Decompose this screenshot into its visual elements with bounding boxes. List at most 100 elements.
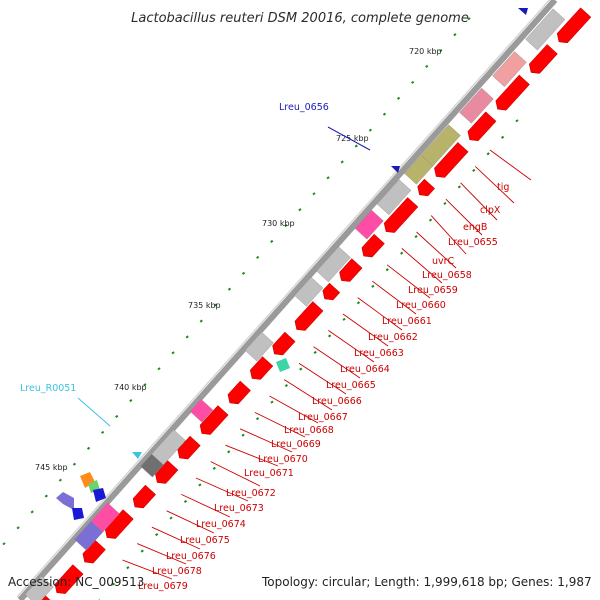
gene-label[interactable]: clpX: [480, 205, 501, 216]
gene-callout-line: [313, 346, 361, 379]
feature-block[interactable]: [404, 154, 434, 185]
position-ticks: 720 kbp 725 kbp 730 kbp 735 kbp 740 kbp …: [35, 47, 442, 472]
gc-tick: [227, 287, 232, 291]
gc-tick: [171, 351, 175, 355]
feature-block[interactable]: [140, 453, 164, 478]
cds-arrow[interactable]: [227, 380, 251, 405]
gene-label[interactable]: Lreu_0659: [408, 285, 458, 296]
cds-arrow[interactable]: [322, 282, 341, 301]
gc-tick: [453, 33, 457, 37]
gene-label[interactable]: Lreu_0670: [258, 454, 308, 465]
gene-label[interactable]: Lreu_0671: [244, 468, 294, 479]
gene-label[interactable]: Lreu_0673: [214, 503, 264, 514]
marker-block: [93, 488, 106, 502]
feature-label-lreu-r0051[interactable]: Lreu_R0051: [20, 383, 76, 394]
gc-tick: [328, 334, 332, 338]
cds-arrow[interactable]: [528, 44, 558, 74]
gene-label[interactable]: Lreu_0669: [271, 439, 321, 450]
gc-tick: [198, 483, 202, 487]
feature-block[interactable]: [459, 87, 494, 124]
gene-callout-line: [357, 297, 403, 331]
cds-arrow[interactable]: [199, 405, 229, 435]
tick-label-735: 735 kbp: [188, 301, 221, 310]
feature-block[interactable]: [189, 398, 214, 423]
feature-label-lreu-0656[interactable]: Lreu_0656: [279, 102, 329, 113]
outer-feature-track: [27, 7, 592, 600]
gene-label[interactable]: engB: [463, 222, 487, 233]
gene-label[interactable]: Lreu_0676: [166, 551, 216, 562]
gc-tick: [443, 201, 447, 206]
gc-tick: [169, 516, 173, 520]
gc-tick: [411, 80, 415, 84]
gene-label[interactable]: Lreu_0672: [226, 488, 276, 499]
marker-triangle: [391, 166, 400, 173]
feature-block[interactable]: [316, 246, 351, 283]
gene-callout-line: [386, 264, 431, 299]
cds-arrow[interactable]: [495, 74, 530, 111]
cds-arrow[interactable]: [82, 539, 106, 564]
cds-arrow[interactable]: [383, 197, 419, 233]
cds-arrow[interactable]: [54, 564, 84, 594]
gc-tick: [227, 450, 231, 454]
gc-tick: [342, 317, 346, 321]
feature-block[interactable]: [354, 209, 384, 240]
gene-callout-line: [254, 411, 306, 438]
cds-arrow[interactable]: [417, 178, 436, 197]
gene-label[interactable]: Lreu_0675: [180, 535, 230, 546]
topology-text: Topology: circular; Length: 1,999,618 bp…: [261, 575, 592, 589]
gene-label[interactable]: Lreu_0662: [368, 332, 418, 343]
gc-tick: [385, 268, 389, 272]
gene-callout-line: [181, 493, 231, 518]
gc-tick: [256, 255, 260, 259]
gene-label[interactable]: Lreu_0679: [138, 581, 188, 592]
gc-tick: [270, 400, 274, 404]
cds-arrow[interactable]: [294, 301, 324, 331]
gene-label[interactable]: Lreu_0678: [152, 566, 202, 577]
gc-tick: [312, 192, 316, 196]
cds-arrow[interactable]: [434, 142, 469, 178]
gc-tick: [299, 367, 303, 371]
gene-label[interactable]: Lreu_0664: [340, 364, 390, 375]
cds-arrow[interactable]: [249, 356, 274, 380]
gc-tick: [143, 383, 147, 387]
cds-arrow[interactable]: [361, 233, 385, 258]
gc-tick: [313, 350, 317, 355]
gene-label[interactable]: tig: [497, 182, 509, 193]
cds-arrow[interactable]: [556, 7, 592, 44]
gene-label[interactable]: Lreu_0665: [326, 380, 376, 391]
feature-block[interactable]: [24, 575, 54, 600]
feature-block[interactable]: [525, 8, 566, 51]
gene-label[interactable]: Lreu_0668: [284, 425, 334, 436]
cds-arrow[interactable]: [27, 594, 55, 600]
gc-tick: [400, 251, 404, 255]
gene-callout-line: [372, 280, 417, 315]
cds-arrow[interactable]: [155, 460, 179, 484]
gene-label[interactable]: Lreu_0666: [312, 396, 362, 407]
gene-label[interactable]: Lreu_0660: [396, 300, 446, 311]
feature-block[interactable]: [294, 276, 324, 307]
cds-arrow[interactable]: [177, 435, 201, 460]
cds-arrow[interactable]: [132, 484, 157, 509]
cds-arrow[interactable]: [467, 111, 497, 142]
gene-callout-line: [489, 149, 532, 181]
feature-block[interactable]: [74, 520, 104, 551]
gene-callout-line: [166, 510, 215, 534]
gc-tick: [30, 510, 34, 514]
gene-label[interactable]: uvrC: [432, 256, 455, 267]
gene-label[interactable]: Lreu_0655: [448, 237, 498, 248]
cds-arrow[interactable]: [339, 258, 363, 282]
gene-label[interactable]: Lreu_0674: [196, 519, 246, 530]
marker-triangle: [518, 8, 528, 15]
feature-block[interactable]: [492, 51, 527, 87]
gene-label[interactable]: Lreu_0658: [422, 270, 472, 281]
gene-label[interactable]: Lreu_0667: [298, 412, 348, 423]
gene-label[interactable]: Lreu_0661: [382, 316, 432, 327]
gc-tick: [472, 168, 476, 172]
gene-callout-line: [342, 313, 389, 347]
map-title: Lactobacillus reuteri DSM 20016, complet…: [131, 11, 469, 26]
gc-tick: [486, 152, 490, 156]
feature-block[interactable]: [376, 179, 412, 216]
feature-block[interactable]: [244, 331, 274, 362]
gene-label[interactable]: Lreu_0663: [354, 348, 404, 359]
cds-arrow[interactable]: [272, 331, 296, 356]
